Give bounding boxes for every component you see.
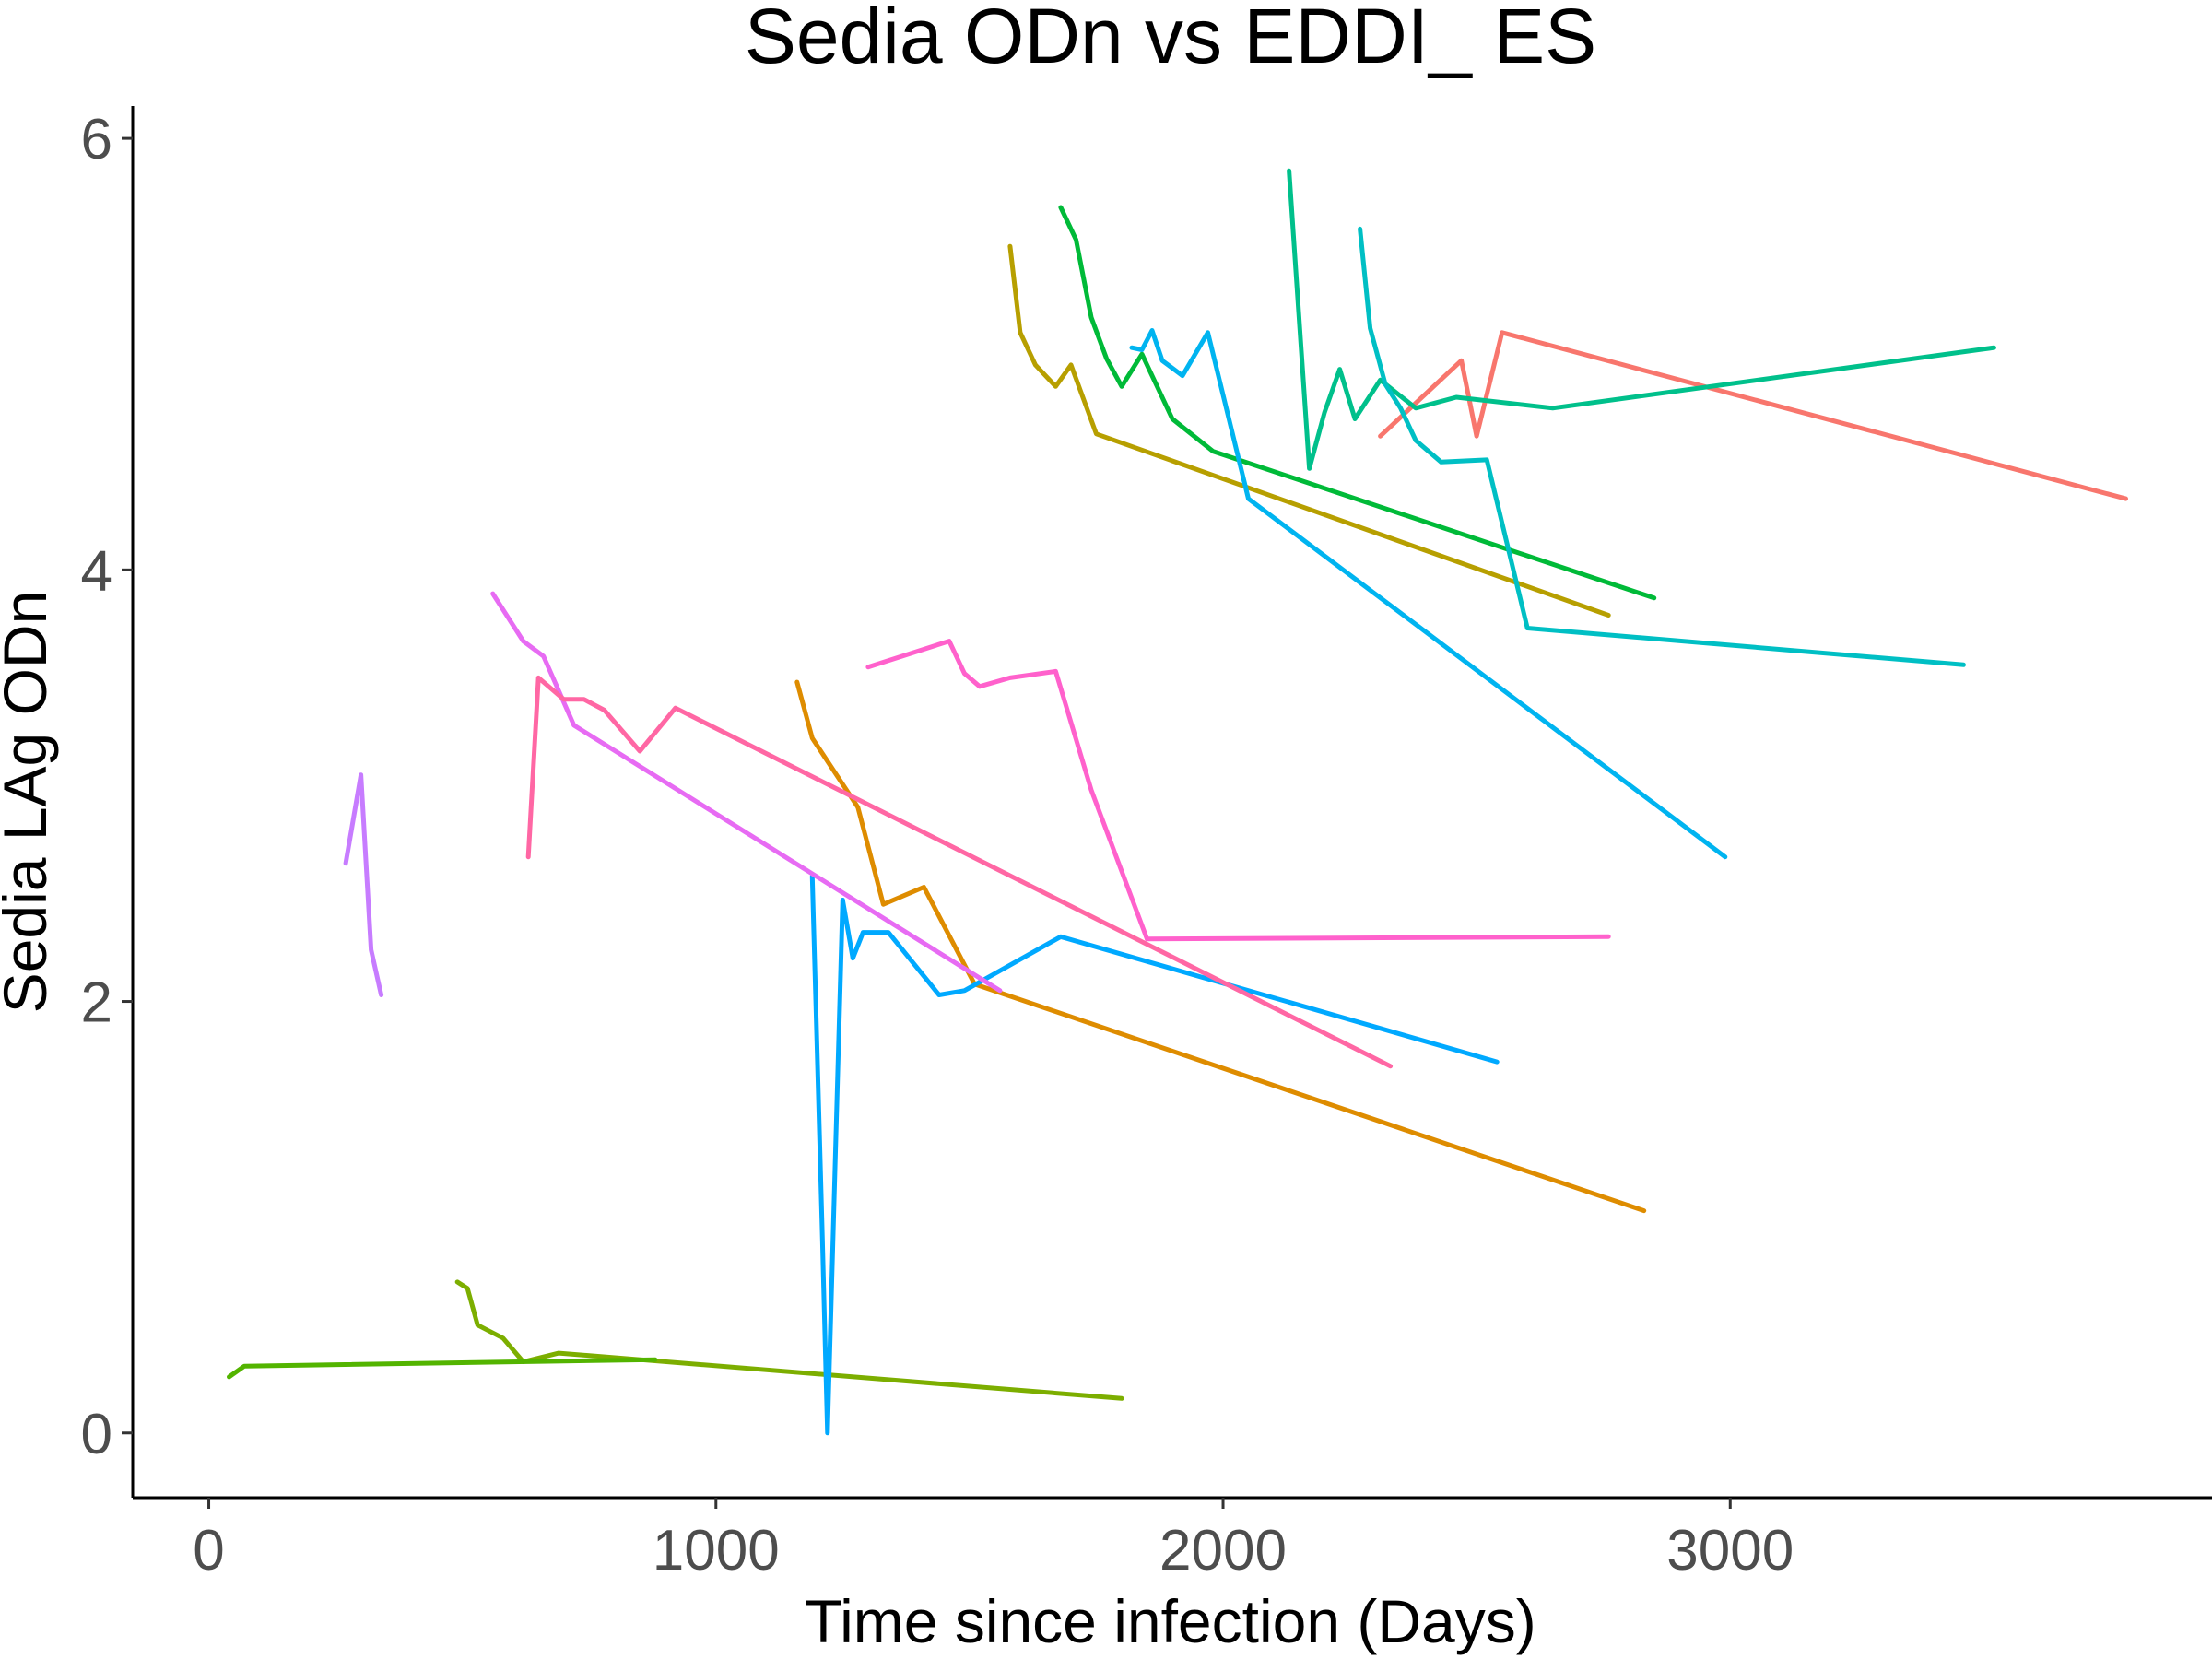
series-line-6 (1058, 205, 1657, 601)
series-line-7 (1287, 168, 1996, 471)
chart-title: Sedia ODn vs EDDI_ ES (745, 0, 1596, 79)
y-tick-label: 0 (81, 1403, 112, 1466)
x-ticks: 0 1000 2000 3000 (193, 1498, 1794, 1583)
series-line-8 (1358, 226, 1966, 667)
x-tick-label: 3000 (1666, 1519, 1794, 1583)
y-ticks: 0 2 4 6 (81, 108, 133, 1466)
y-tick-label: 2 (81, 971, 112, 1035)
series-line-14 (525, 675, 1394, 1069)
x-tick-label: 1000 (653, 1519, 780, 1583)
series-line-13 (865, 639, 1611, 942)
series-line-2 (794, 679, 1647, 1214)
series-line-10 (809, 874, 1500, 1436)
x-axis-label: Time since infection (Days) (805, 1587, 1535, 1655)
series-line-3 (1007, 243, 1611, 618)
plot-area (227, 168, 2128, 1436)
y-tick-label: 4 (81, 539, 112, 603)
x-tick-label: 2000 (1159, 1519, 1287, 1583)
y-axis-label: Sedia LAg ODn (0, 591, 59, 1014)
series-line-12 (490, 591, 1003, 994)
series-line-5 (227, 1357, 658, 1380)
series-line-11 (343, 772, 384, 997)
x-tick-label: 0 (193, 1519, 224, 1583)
y-tick-label: 6 (81, 108, 112, 171)
series-line-9 (1129, 328, 1728, 860)
series-line-4 (454, 1279, 1124, 1401)
